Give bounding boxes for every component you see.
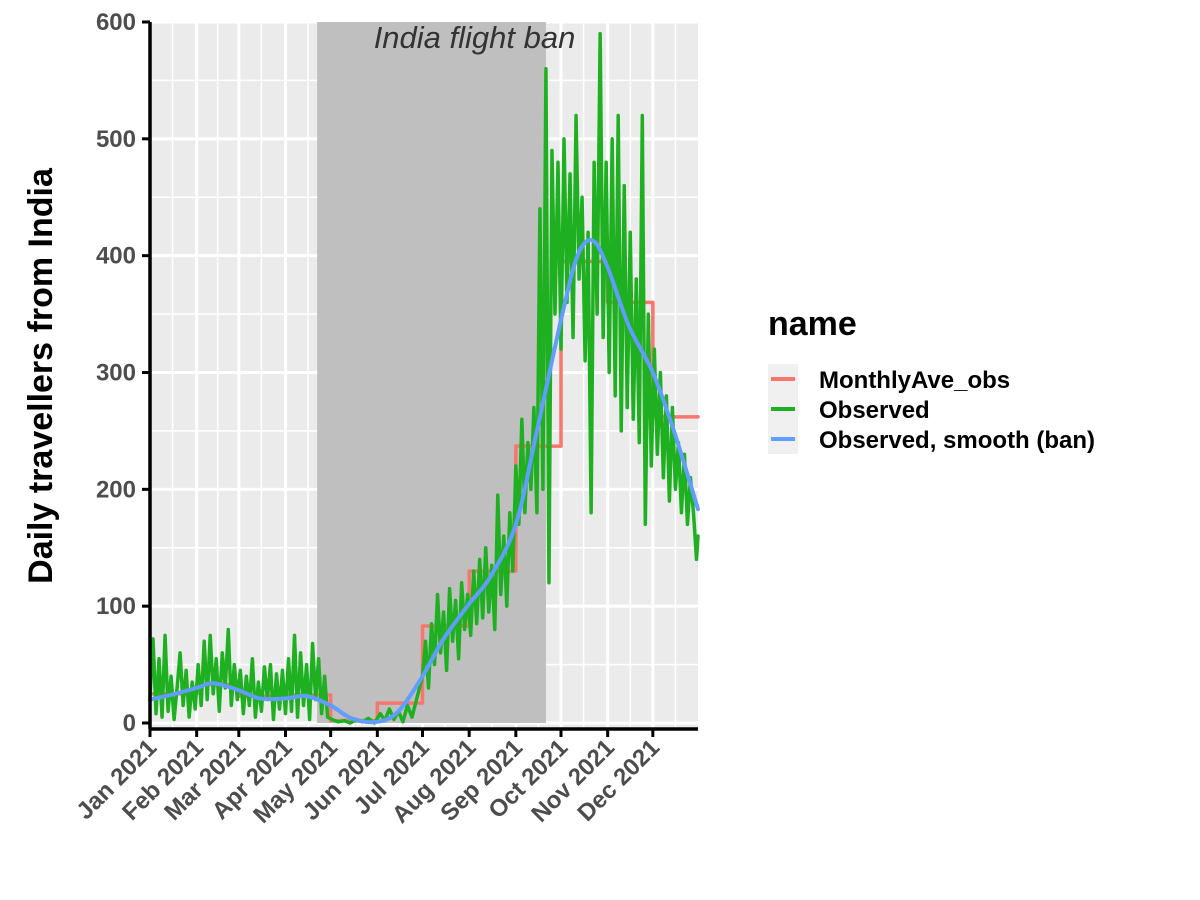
legend-label-observed-smooth-ban: Observed, smooth (ban)	[819, 427, 1095, 454]
y-tick-label: 500	[96, 126, 136, 153]
y-tick-label: 100	[96, 593, 136, 620]
legend-label-monthlyave-obs: MonthlyAve_obs	[819, 367, 1010, 394]
y-axis-title: Daily travellers from India	[22, 167, 60, 584]
series-layer	[148, 31, 700, 725]
legend-title: name	[768, 305, 857, 343]
series-observed	[148, 31, 700, 725]
y-tick-label: 0	[123, 710, 136, 737]
legend-entries: MonthlyAve_obs Observed Observed, smooth (…	[768, 364, 1095, 454]
ban-period-label: India flight ban	[374, 20, 576, 55]
ban-period-shading	[317, 22, 546, 723]
series-observed-smooth-ban	[148, 238, 700, 725]
y-tick-label: 200	[96, 476, 136, 503]
y-tick-label: 300	[96, 360, 136, 387]
legend-label-observed: Observed	[819, 397, 930, 424]
y-tick-label: 600	[96, 9, 136, 36]
y-tick-label: 400	[96, 243, 136, 270]
y-axis-ticks: 0 100 200 300 400 500 600	[96, 9, 150, 737]
legend: name MonthlyAve_obs Observed Observed, smo…	[768, 305, 1095, 454]
